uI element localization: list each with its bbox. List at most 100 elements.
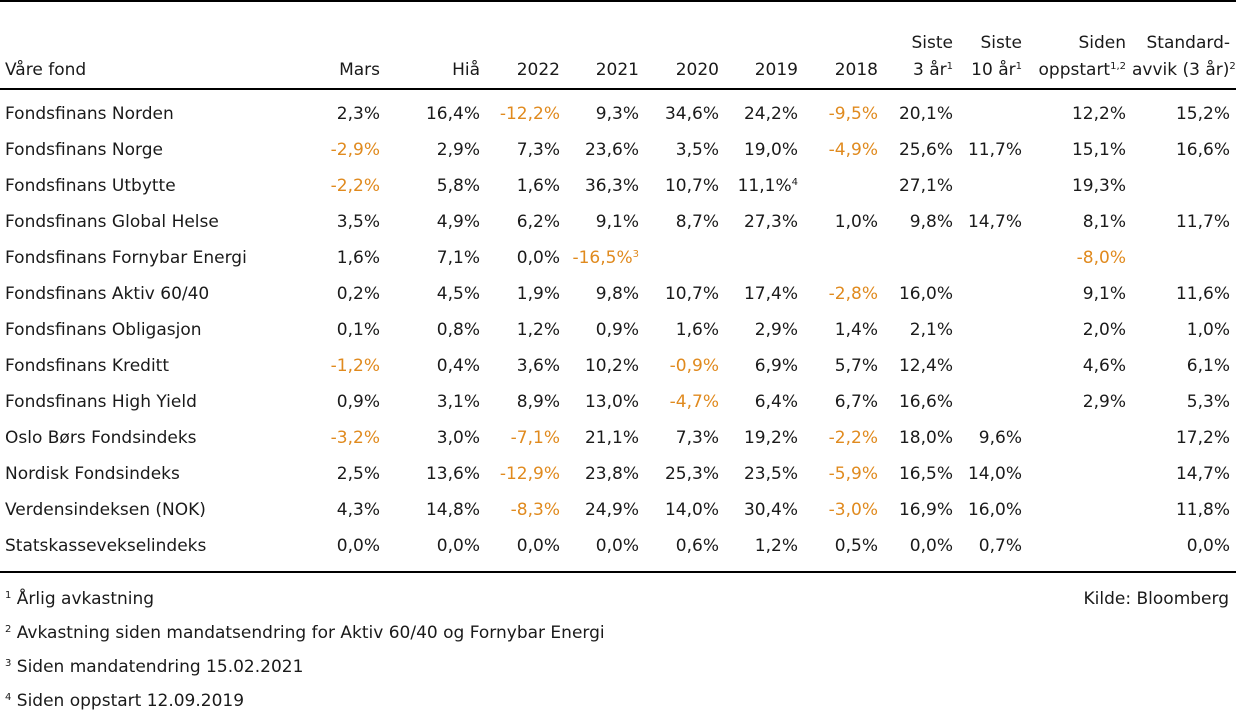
- col-header-label: oppstart: [1038, 60, 1111, 80]
- cell-value: 1,2%: [754, 536, 798, 556]
- value-cell: 9,1%: [566, 204, 645, 240]
- value-cell: 13,0%: [566, 384, 645, 420]
- value-cell: 25,3%: [645, 456, 725, 492]
- value-cell: 16,6%: [1132, 132, 1236, 168]
- cell-value: 16,0%: [967, 500, 1022, 520]
- value-cell: 4,6%: [1028, 348, 1132, 384]
- table-row: Fondsfinans High Yield 0,9% 3,1% 8,9% 13,0% -…: [0, 384, 1236, 420]
- col-header-line1: Siste: [911, 33, 954, 53]
- cell-value: 0,0%: [336, 536, 380, 556]
- value-cell: 0,0%: [486, 528, 566, 564]
- value-cell: [959, 276, 1028, 312]
- value-cell: 18,0%: [884, 420, 959, 456]
- value-cell: 0,2%: [290, 276, 386, 312]
- cell-value: 11,7%: [1175, 212, 1230, 232]
- value-cell: 34,6%: [645, 96, 725, 132]
- col-header-s3: Siste 3 år1: [884, 28, 959, 84]
- value-cell: 8,9%: [486, 384, 566, 420]
- top-rule: [0, 0, 1236, 2]
- value-cell: 1,6%: [486, 168, 566, 204]
- cell-value: 15,2%: [1175, 104, 1230, 124]
- value-cell: 24,2%: [725, 96, 804, 132]
- cell-value: -2,2%: [330, 176, 380, 196]
- cell-value: 23,6%: [584, 140, 639, 160]
- spacer-row: [0, 84, 1236, 96]
- value-cell: 2,5%: [290, 456, 386, 492]
- col-header-label: 2020: [675, 60, 719, 80]
- cell-value: 16,9%: [898, 500, 953, 520]
- cell-value: -3,2%: [330, 428, 380, 448]
- value-cell: 1,2%: [486, 312, 566, 348]
- col-header-line1: Standard-: [1146, 33, 1230, 53]
- cell-value: 6,1%: [1186, 356, 1230, 376]
- value-cell: 15,1%: [1028, 132, 1132, 168]
- value-cell: 8,1%: [1028, 204, 1132, 240]
- cell-value: 0,5%: [834, 536, 878, 556]
- table-row: Fondsfinans Aktiv 60/40 0,2% 4,5% 1,9% 9,8% 1…: [0, 276, 1236, 312]
- value-cell: -5,9%: [804, 456, 884, 492]
- value-cell: 23,8%: [566, 456, 645, 492]
- value-cell: 1,6%: [645, 312, 725, 348]
- value-cell: 4,9%: [386, 204, 486, 240]
- cell-value: 16,4%: [425, 104, 480, 124]
- cell-value: 9,3%: [595, 104, 639, 124]
- col-header-y2020: 2020: [645, 28, 725, 84]
- cell-value: 13,0%: [584, 392, 639, 412]
- value-cell: 2,0%: [1028, 312, 1132, 348]
- col-header-std: Standard-avvik (3 år)2: [1132, 28, 1236, 84]
- cell-value: 16,0%: [898, 284, 953, 304]
- fund-name: Fondsfinans Global Helse: [5, 212, 219, 232]
- footnote-ref: 2: [1229, 61, 1236, 72]
- value-cell: -3,0%: [804, 492, 884, 528]
- cell-value: 14,8%: [425, 500, 480, 520]
- cell-value: 0,0%: [516, 248, 560, 268]
- value-cell: 23,6%: [566, 132, 645, 168]
- value-cell: 11,1%4: [725, 168, 804, 204]
- cell-value: -12,9%: [499, 464, 560, 484]
- cell-value: 5,8%: [436, 176, 480, 196]
- cell-value: 0,0%: [1186, 536, 1230, 556]
- cell-value: 9,6%: [978, 428, 1022, 448]
- value-cell: 0,6%: [645, 528, 725, 564]
- value-cell: 1,0%: [1132, 312, 1236, 348]
- cell-value: -0,9%: [669, 356, 719, 376]
- table-row: Fondsfinans Kreditt -1,2% 0,4% 3,6% 10,2% -0,…: [0, 348, 1236, 384]
- cell-value: 9,8%: [595, 284, 639, 304]
- bottom-rule: [0, 571, 1236, 573]
- value-cell: [959, 168, 1028, 204]
- cell-value: 5,7%: [834, 356, 878, 376]
- cell-value: 2,9%: [754, 320, 798, 340]
- cell-value: 16,6%: [1175, 140, 1230, 160]
- value-cell: [959, 240, 1028, 276]
- value-cell: 9,3%: [566, 96, 645, 132]
- value-cell: -1,2%: [290, 348, 386, 384]
- value-cell: 2,1%: [884, 312, 959, 348]
- cell-value: -8,0%: [1076, 248, 1126, 268]
- value-cell: 11,7%: [959, 132, 1028, 168]
- value-cell: 20,1%: [884, 96, 959, 132]
- cell-value: 19,3%: [1071, 176, 1126, 196]
- value-cell: 16,5%: [884, 456, 959, 492]
- cell-value: -4,7%: [669, 392, 719, 412]
- cell-value: -4,9%: [828, 140, 878, 160]
- cell-value: 27,1%: [898, 176, 953, 196]
- value-cell: 15,2%: [1132, 96, 1236, 132]
- cell-value: 6,2%: [516, 212, 560, 232]
- col-header-y2018: 2018: [804, 28, 884, 84]
- value-cell: 0,0%: [486, 240, 566, 276]
- cell-value: 16,6%: [898, 392, 953, 412]
- cell-value: -5,9%: [828, 464, 878, 484]
- cell-value: 23,8%: [584, 464, 639, 484]
- fund-name: Fondsfinans Aktiv 60/40: [5, 284, 210, 304]
- value-cell: 10,7%: [645, 168, 725, 204]
- cell-value: -8,3%: [510, 500, 560, 520]
- value-cell: 4,5%: [386, 276, 486, 312]
- cell-value: 34,6%: [664, 104, 719, 124]
- cell-value: 17,4%: [743, 284, 798, 304]
- footnote: 2 Avkastning siden mandatsendring for Ak…: [5, 619, 605, 653]
- cell-value: 0,1%: [336, 320, 380, 340]
- footnotes: 1 Årlig avkastning 2 Avkastning siden man…: [5, 585, 605, 721]
- cell-value: 16,5%: [898, 464, 953, 484]
- footnote-ref: 1,2: [1110, 61, 1126, 72]
- cell-value: -7,1%: [510, 428, 560, 448]
